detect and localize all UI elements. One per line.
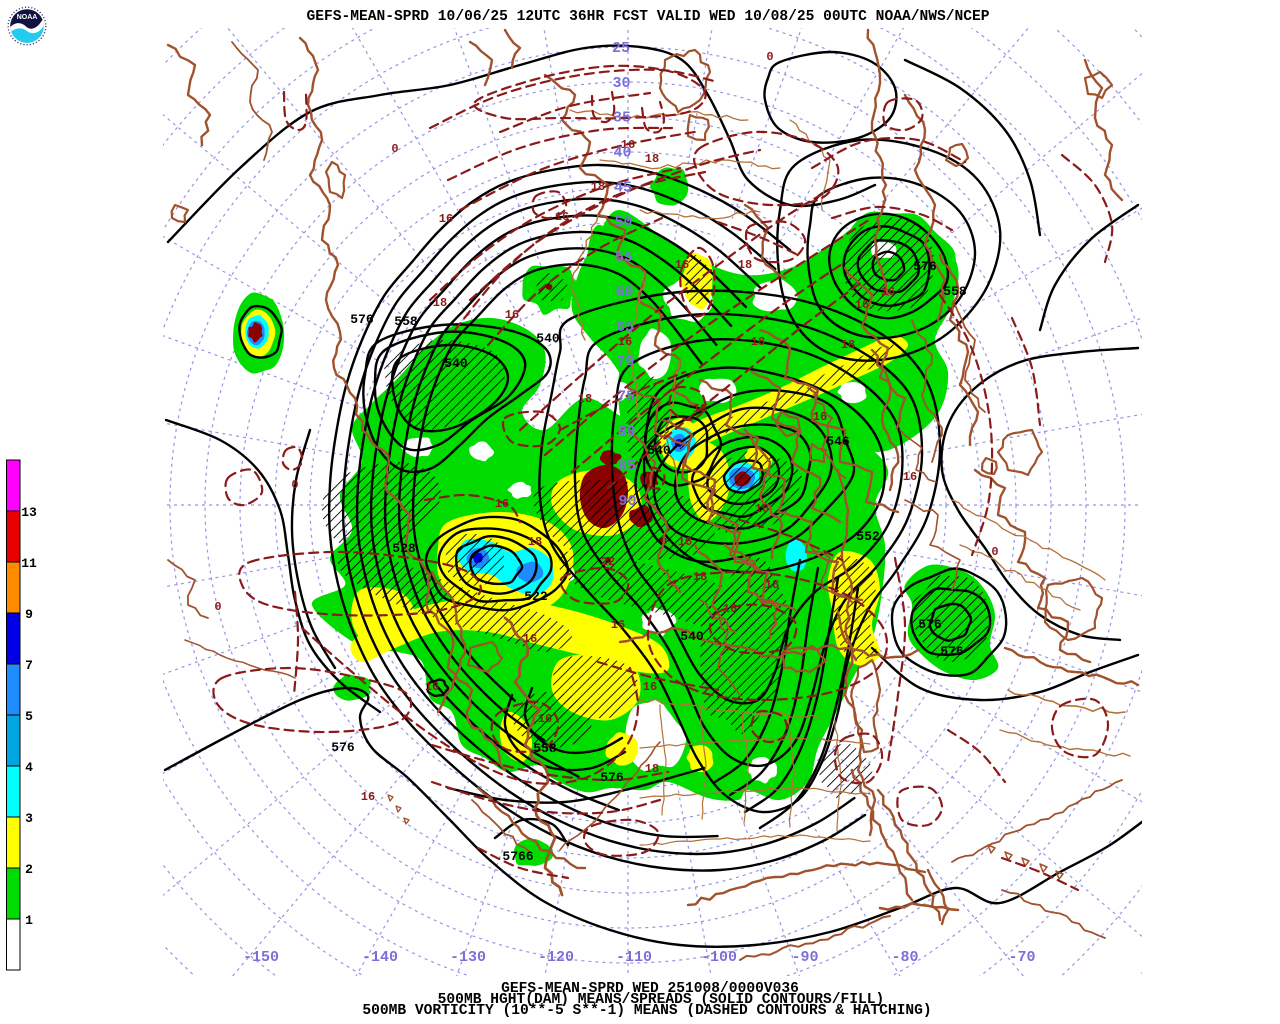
svg-text:18: 18 — [591, 180, 605, 194]
svg-text:0: 0 — [214, 600, 221, 614]
svg-text:16: 16 — [523, 632, 537, 646]
svg-text:9: 9 — [25, 607, 33, 622]
svg-text:-70: -70 — [1008, 949, 1035, 966]
svg-text:576: 576 — [331, 740, 355, 755]
svg-text:16: 16 — [813, 410, 827, 424]
svg-text:16: 16 — [505, 308, 519, 322]
svg-text:50: 50 — [614, 214, 632, 231]
svg-text:-140: -140 — [362, 949, 398, 966]
svg-text:18: 18 — [765, 578, 779, 592]
svg-text:70: 70 — [616, 354, 634, 371]
svg-text:18: 18 — [433, 296, 447, 310]
svg-text:18: 18 — [578, 392, 592, 406]
svg-text:16: 16 — [643, 680, 657, 694]
svg-text:16: 16 — [618, 335, 632, 349]
svg-text:522: 522 — [524, 589, 548, 604]
svg-text:576: 576 — [940, 644, 964, 659]
svg-text:13: 13 — [21, 505, 37, 520]
svg-text:5766: 5766 — [502, 849, 533, 864]
svg-text:18: 18 — [751, 335, 765, 349]
svg-text:16: 16 — [621, 138, 635, 152]
svg-text:16: 16 — [755, 502, 769, 516]
svg-text:0: 0 — [291, 478, 298, 492]
svg-text:16: 16 — [855, 298, 869, 312]
svg-text:16: 16 — [538, 712, 552, 726]
svg-text:18: 18 — [738, 258, 752, 272]
svg-text:45: 45 — [614, 179, 632, 196]
svg-text:500MB HGHT(DAM) MEANS/SPREADS: 500MB HGHT(DAM) MEANS/SPREADS (SOLID CON… — [438, 992, 885, 1008]
svg-text:16: 16 — [675, 258, 689, 272]
svg-text:16: 16 — [723, 602, 737, 616]
svg-text:-110: -110 — [616, 949, 652, 966]
svg-text:-90: -90 — [791, 949, 818, 966]
svg-text:25: 25 — [612, 40, 630, 57]
svg-text:540: 540 — [444, 356, 468, 371]
svg-text:16: 16 — [439, 212, 453, 226]
svg-text:558: 558 — [533, 741, 557, 756]
svg-text:7: 7 — [25, 658, 33, 673]
svg-text:16: 16 — [903, 470, 917, 484]
svg-text:0: 0 — [766, 50, 773, 64]
svg-text:18: 18 — [645, 152, 659, 166]
svg-text:16: 16 — [555, 210, 569, 224]
svg-text:85: 85 — [618, 458, 636, 475]
svg-text:0: 0 — [991, 545, 998, 559]
svg-text:528: 528 — [392, 541, 416, 556]
svg-text:540: 540 — [647, 443, 671, 458]
svg-text:NOAA: NOAA — [17, 14, 38, 21]
svg-text:16: 16 — [425, 680, 439, 694]
svg-text:30: 30 — [612, 75, 630, 92]
svg-text:0: 0 — [391, 142, 398, 156]
svg-text:16: 16 — [678, 535, 692, 549]
svg-text:576: 576 — [600, 770, 624, 785]
svg-text:-100: -100 — [701, 949, 737, 966]
svg-text:552: 552 — [856, 529, 880, 544]
svg-text:60: 60 — [615, 284, 633, 301]
svg-text:16: 16 — [495, 497, 509, 511]
svg-text:80: 80 — [617, 423, 635, 440]
svg-text:16: 16 — [881, 285, 895, 299]
svg-text:35: 35 — [613, 110, 631, 127]
svg-text:5: 5 — [25, 709, 33, 724]
svg-text:558: 558 — [943, 284, 967, 299]
svg-text:-150: -150 — [243, 949, 279, 966]
svg-text:3: 3 — [25, 811, 33, 826]
svg-text:GEFS-MEAN-SPRD WED 251008/0000: GEFS-MEAN-SPRD WED 251008/0000V036 — [501, 981, 799, 997]
svg-text:540: 540 — [536, 331, 560, 346]
svg-text:18: 18 — [693, 570, 707, 584]
svg-text:1: 1 — [25, 913, 33, 928]
svg-text:-80: -80 — [891, 949, 918, 966]
svg-text:18: 18 — [645, 762, 659, 776]
svg-text:40: 40 — [613, 145, 631, 162]
svg-text:2: 2 — [25, 862, 33, 877]
svg-text:558: 558 — [394, 314, 418, 329]
svg-text:16: 16 — [611, 618, 625, 632]
svg-text:540: 540 — [680, 629, 704, 644]
svg-text:500MB VORTICITY (10**-5 S**-1): 500MB VORTICITY (10**-5 S**-1) MEANS (DA… — [362, 1003, 931, 1019]
svg-text:65: 65 — [616, 319, 634, 336]
svg-text:18: 18 — [693, 402, 707, 416]
svg-text:4: 4 — [25, 760, 33, 775]
svg-text:90: 90 — [618, 493, 636, 510]
svg-text:75: 75 — [617, 389, 635, 406]
svg-text:22: 22 — [601, 555, 615, 569]
svg-text:GEFS-MEAN-SPRD 10/06/25 12UTC: GEFS-MEAN-SPRD 10/06/25 12UTC 36HR FCST … — [306, 9, 989, 25]
svg-text:18: 18 — [528, 535, 542, 549]
svg-text:16: 16 — [361, 790, 375, 804]
svg-text:-120: -120 — [538, 949, 574, 966]
svg-text:-130: -130 — [450, 949, 486, 966]
svg-text:55: 55 — [615, 249, 633, 266]
svg-text:18: 18 — [841, 338, 855, 352]
svg-text:546: 546 — [826, 434, 850, 449]
svg-text:576: 576 — [918, 617, 942, 632]
svg-text:11: 11 — [21, 556, 37, 571]
svg-text:576: 576 — [913, 259, 937, 274]
svg-text:576: 576 — [350, 312, 374, 327]
